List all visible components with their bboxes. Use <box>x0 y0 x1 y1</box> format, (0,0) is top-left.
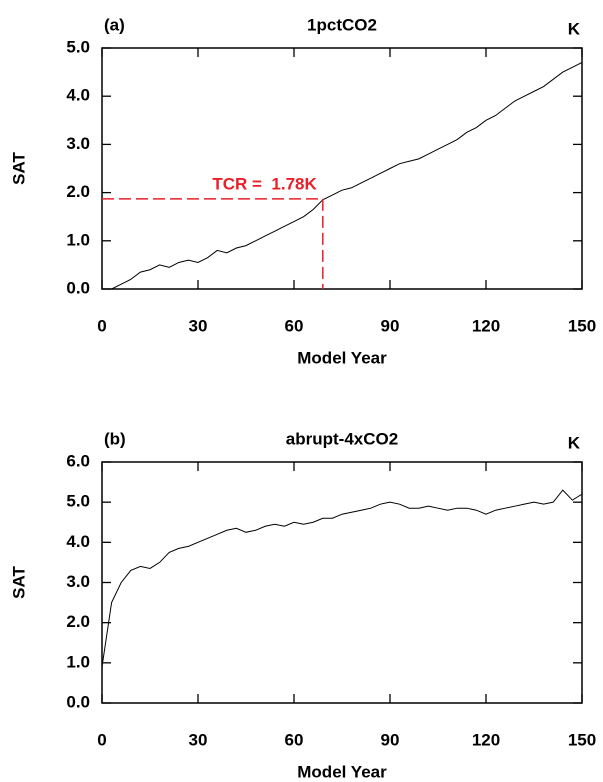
x-tick-label: 60 <box>285 316 304 335</box>
x-tick-label: 0 <box>97 730 106 749</box>
plot-frame <box>101 461 583 704</box>
y-tick-label: 0.0 <box>66 278 90 297</box>
x-tick-label: 120 <box>472 730 500 749</box>
y-tick-label: 1.0 <box>66 652 90 671</box>
y-tick-label: 0.0 <box>66 692 90 711</box>
annotation: TCR = 1.78K <box>212 174 317 193</box>
y-tick-label: 2.0 <box>66 182 90 201</box>
y-tick-label: 6.0 <box>66 451 90 470</box>
panel-label: (b) <box>104 429 126 448</box>
y-tick-label: 4.0 <box>66 86 90 105</box>
y-axis-title: SAT <box>9 566 28 599</box>
panel-title: 1pctCO2 <box>307 15 377 34</box>
y-tick-label: 4.0 <box>66 532 90 551</box>
x-tick-label: 30 <box>189 730 208 749</box>
y-tick-label: 5.0 <box>66 492 90 511</box>
series-line <box>101 489 583 667</box>
y-axis-title: SAT <box>9 152 28 185</box>
panel-label: (a) <box>104 15 125 34</box>
x-tick-label: 30 <box>189 316 208 335</box>
x-tick-label: 150 <box>568 730 596 749</box>
plot-frame <box>101 47 583 290</box>
y-tick-label: 3.0 <box>66 572 90 591</box>
x-axis-title: Model Year <box>297 762 387 781</box>
panel-title: abrupt-4xCO2 <box>286 429 398 448</box>
x-tick-label: 60 <box>285 730 304 749</box>
x-tick-label: 90 <box>381 316 400 335</box>
units-label: K <box>568 19 581 38</box>
y-tick-label: 3.0 <box>66 134 90 153</box>
y-tick-label: 1.0 <box>66 230 90 249</box>
y-tick-label: 2.0 <box>66 612 90 631</box>
series-line <box>102 62 583 290</box>
y-tick-label: 5.0 <box>66 37 90 56</box>
x-tick-label: 0 <box>97 316 106 335</box>
x-tick-label: 150 <box>568 316 596 335</box>
x-tick-label: 90 <box>381 730 400 749</box>
units-label: K <box>568 433 581 452</box>
x-tick-label: 120 <box>472 316 500 335</box>
x-axis-title: Model Year <box>297 348 387 367</box>
